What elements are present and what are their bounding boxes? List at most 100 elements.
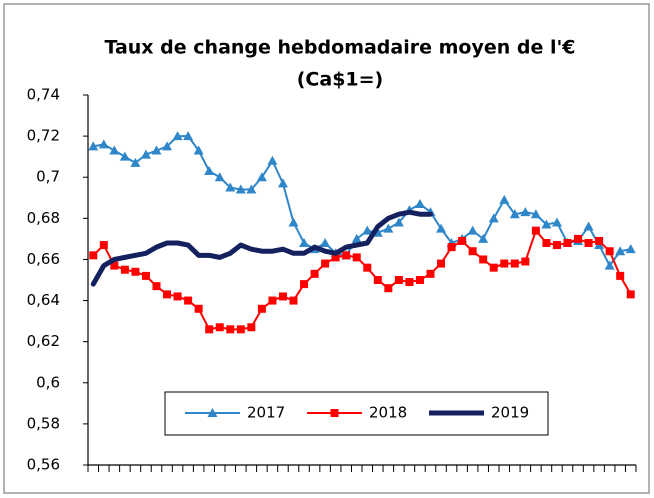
marker [98, 139, 109, 149]
marker [172, 131, 183, 141]
chart-title: Taux de change hebdomadaire moyen de l'€ [104, 37, 575, 59]
series-line [92, 229, 632, 331]
marker [120, 265, 129, 274]
marker [563, 239, 572, 247]
marker [373, 276, 382, 284]
marker [226, 325, 235, 334]
marker [204, 166, 215, 176]
marker [488, 213, 499, 223]
marker [574, 234, 583, 243]
marker [467, 225, 478, 235]
marker [363, 263, 372, 272]
y-tick-label: 0,58 [27, 414, 60, 432]
marker [89, 251, 98, 260]
marker [362, 225, 373, 235]
marker [151, 145, 162, 155]
marker [236, 325, 245, 334]
marker [299, 238, 310, 247]
marker [414, 198, 425, 208]
marker [405, 278, 414, 287]
marker [468, 247, 477, 256]
marker [183, 131, 194, 141]
marker [584, 239, 593, 247]
legend-label: 2017 [247, 404, 285, 422]
marker [604, 260, 615, 270]
marker [551, 217, 562, 227]
marker [393, 217, 404, 227]
marker [173, 292, 182, 301]
marker [479, 255, 488, 264]
marker [110, 261, 119, 270]
marker [500, 259, 509, 268]
marker [489, 263, 498, 272]
legend-label: 2018 [369, 404, 407, 422]
marker [478, 233, 489, 243]
marker [541, 219, 552, 229]
marker [256, 172, 267, 182]
marker [247, 323, 256, 332]
marker [99, 241, 108, 250]
marker [320, 238, 331, 247]
marker [225, 182, 236, 192]
marker [88, 141, 99, 151]
marker [235, 184, 246, 194]
marker [510, 259, 519, 268]
y-tick-label: 0,72 [27, 127, 60, 145]
marker [205, 325, 214, 334]
y-tick-label: 0,7 [36, 168, 60, 186]
marker [394, 276, 403, 284]
marker [615, 246, 626, 256]
marker [193, 145, 204, 155]
y-tick-label: 0,74 [27, 86, 60, 104]
marker [321, 259, 330, 268]
marker [383, 223, 394, 233]
marker [162, 141, 173, 151]
marker [330, 409, 339, 417]
marker [531, 226, 540, 235]
marker [140, 149, 151, 159]
marker [184, 296, 193, 305]
marker [267, 155, 278, 165]
marker [277, 178, 288, 188]
marker [415, 276, 424, 284]
marker [583, 221, 594, 231]
marker [521, 257, 530, 266]
y-tick-label: 0,62 [27, 332, 60, 350]
marker [119, 151, 130, 161]
marker [447, 243, 456, 252]
marker [246, 184, 257, 194]
marker [257, 304, 266, 313]
series-line [90, 209, 433, 287]
marker [310, 269, 319, 278]
marker [152, 282, 161, 291]
marker [130, 157, 141, 167]
marker [351, 233, 362, 243]
marker [352, 253, 361, 262]
marker [530, 209, 541, 219]
legend: 2017 2018 2019 [164, 391, 549, 436]
y-tick-label: 0,64 [27, 291, 60, 309]
marker [426, 269, 435, 278]
y-tick-label: 0,6 [36, 373, 60, 391]
marker [384, 284, 393, 293]
series-line [92, 135, 632, 267]
marker [509, 209, 520, 219]
marker [141, 271, 150, 280]
y-tick-label: 0,68 [27, 209, 60, 227]
marker [288, 217, 299, 227]
marker [499, 194, 510, 204]
marker [616, 271, 625, 280]
marker [215, 323, 224, 332]
marker [207, 408, 218, 417]
marker [194, 304, 203, 313]
marker [278, 292, 287, 301]
marker [520, 207, 531, 217]
marker [595, 236, 604, 245]
marker [163, 290, 172, 299]
marker [342, 251, 351, 260]
y-tick-label: 0,56 [27, 456, 60, 474]
marker [268, 296, 277, 305]
marker [625, 244, 636, 254]
marker [289, 296, 298, 305]
